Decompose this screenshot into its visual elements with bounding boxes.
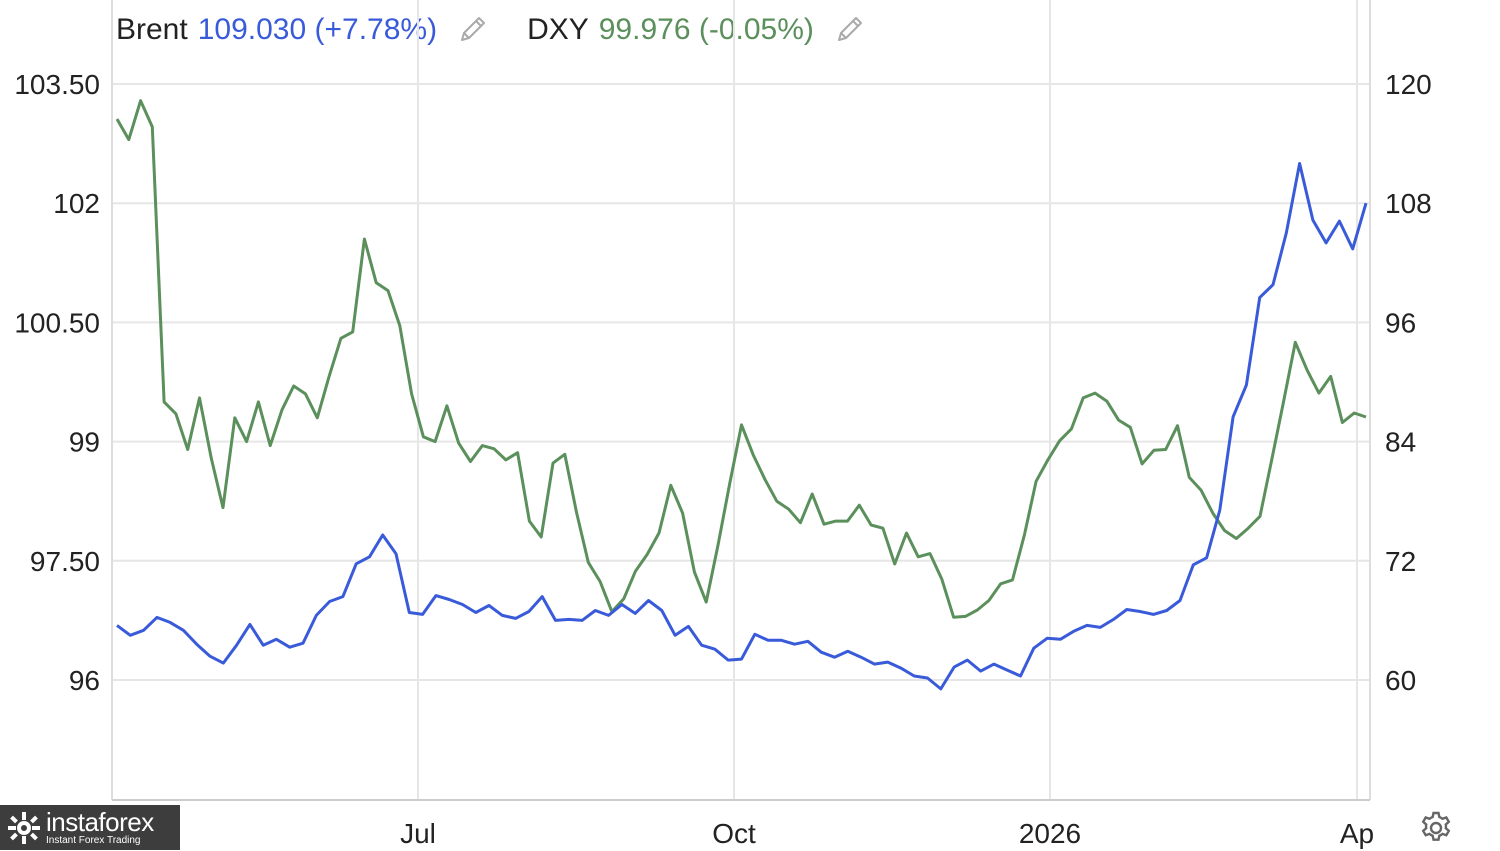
right-axis-tick-label: 120 — [1385, 69, 1432, 100]
left-axis-tick-label: 99 — [69, 427, 100, 458]
x-axis-tick-label: Jul — [400, 818, 436, 849]
right-axis-tick-label: 60 — [1385, 665, 1416, 696]
watermark-brand: instaforex — [46, 807, 154, 837]
gear-icon[interactable] — [1418, 810, 1454, 846]
watermark-tagline: Instant Forex Trading — [46, 835, 141, 846]
pencil-icon[interactable] — [832, 13, 866, 47]
x-axis-tick-label: 2026 — [1019, 818, 1081, 849]
x-axis-tick-label: Oct — [712, 818, 756, 849]
series-line-brent — [116, 162, 1368, 691]
left-axis-tick-label: 96 — [69, 665, 100, 696]
instaforex-watermark: instaforex Instant Forex Trading — [0, 805, 180, 850]
right-axis-tick-label: 84 — [1385, 427, 1416, 458]
instaforex-logo-icon — [8, 811, 40, 844]
series-line-dxy — [115, 99, 1367, 619]
legend-brent-value: 109.030 (+7.78%) — [197, 13, 438, 46]
x-axis-tick-label: Ap — [1340, 818, 1374, 849]
legend-dxy-label: DXY — [527, 13, 589, 46]
right-axis-tick-label: 96 — [1385, 307, 1416, 338]
legend-brent-label: Brent — [116, 13, 188, 46]
left-axis-tick-label: 100.50 — [14, 307, 100, 338]
pencil-icon[interactable] — [455, 13, 489, 47]
left-axis-tick-label: 97.50 — [30, 546, 100, 577]
left-axis-tick-label: 102 — [53, 188, 100, 219]
right-axis-tick-label: 72 — [1385, 546, 1416, 577]
legend-dxy-value: 99.976 (-0.05%) — [598, 13, 814, 46]
legend: Brent 109.030 (+7.78%) DXY 99.976 (-0.05… — [116, 10, 904, 50]
left-axis-tick-label: 103.50 — [14, 69, 100, 100]
right-axis-tick-label: 108 — [1385, 188, 1432, 219]
